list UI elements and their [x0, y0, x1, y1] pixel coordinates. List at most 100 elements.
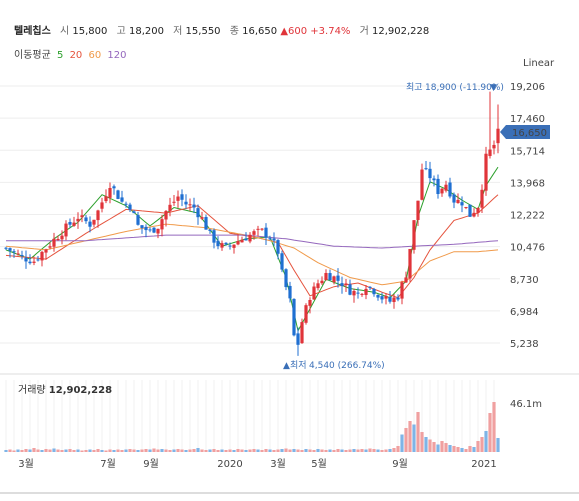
- candle-body: [260, 228, 264, 230]
- candle-body: [212, 230, 216, 243]
- candle-body: [24, 257, 28, 262]
- x-tick-label: 3월: [18, 458, 34, 470]
- close-label: 종: [229, 26, 239, 37]
- volume-bar: [460, 448, 464, 452]
- candle-body: [136, 215, 140, 225]
- volume-bar: [376, 449, 380, 452]
- candle-body: [496, 128, 500, 144]
- volume-bar: [212, 449, 216, 452]
- open-value: 15,800: [72, 26, 108, 37]
- candle-body: [112, 186, 116, 189]
- volume-bar: [328, 449, 332, 452]
- volume-bar: [104, 450, 108, 452]
- y-tick-label: 17,460: [510, 114, 545, 125]
- volume-bar: [372, 449, 376, 452]
- candle-body: [88, 221, 92, 227]
- stock-name: 텔레칩스: [14, 26, 51, 37]
- candle-body: [224, 242, 228, 245]
- candles: [4, 91, 500, 356]
- volume-bar: [208, 449, 212, 452]
- volume-bar: [424, 437, 428, 452]
- ma-120[interactable]: 120: [107, 50, 127, 61]
- x-axis: 3월 7월 9월 2020 3월 5월 9월 2021: [18, 458, 497, 470]
- candle-body: [432, 178, 436, 181]
- volume-bar: [224, 450, 228, 452]
- candle-body: [416, 200, 420, 220]
- candle-body: [228, 245, 232, 247]
- scale-mode-toggle[interactable]: Linear: [523, 58, 555, 69]
- candle-body: [188, 204, 192, 206]
- volume-bar: [216, 450, 220, 452]
- volume-bar: [416, 412, 420, 452]
- volume-bar: [448, 445, 452, 452]
- current-price-tag: 16,650: [500, 125, 550, 139]
- min-annotation-label: 최저: [290, 360, 307, 371]
- candle-body: [488, 149, 492, 156]
- candle-body: [124, 203, 128, 205]
- candle-body: [276, 240, 280, 254]
- volume-bar: [300, 450, 304, 452]
- volume-bar: [412, 424, 416, 452]
- volume-bar: [344, 450, 348, 452]
- volume-bar: [244, 450, 248, 452]
- volume-bar: [436, 444, 440, 452]
- volume-bar: [332, 450, 336, 452]
- volume-bar: [52, 448, 56, 452]
- volume-bar: [180, 449, 184, 452]
- candle-body: [376, 294, 380, 298]
- volume-bar: [176, 449, 180, 452]
- candle-body: [336, 275, 340, 281]
- volume-bar: [380, 450, 384, 452]
- volume-bar: [496, 438, 500, 452]
- ma-5[interactable]: 5: [57, 50, 64, 61]
- volume-bar: [476, 441, 480, 452]
- moving-average-lines: [5, 166, 499, 333]
- volume-bar: [128, 449, 132, 452]
- change-value: ▲600: [280, 26, 308, 37]
- volume-bar: [60, 450, 64, 452]
- candle-body: [468, 204, 472, 217]
- low-label: 저: [173, 26, 183, 37]
- volume-bar: [144, 449, 148, 452]
- candle-body: [420, 169, 424, 200]
- y-tick-label: 6,984: [510, 307, 539, 318]
- x-tick-label: 2020: [217, 459, 242, 470]
- volume-bar: [108, 449, 112, 452]
- x-tick-label: 9월: [392, 458, 408, 470]
- volume-bar: [72, 450, 76, 452]
- volume-bar: [80, 450, 84, 452]
- candle-body: [480, 189, 484, 208]
- change-percent: +3.74%: [310, 26, 351, 37]
- volume-bar: [44, 449, 48, 452]
- x-tick-label: 3월: [270, 458, 286, 470]
- volume-bar: [164, 449, 168, 452]
- volume-bar: [316, 449, 320, 452]
- candle-body: [104, 196, 108, 202]
- grid: [0, 85, 500, 452]
- volume-bar: [400, 434, 404, 452]
- candle-body: [400, 282, 404, 299]
- volume-bar: [68, 449, 72, 452]
- volume-bar: [480, 437, 484, 452]
- candle-body: [176, 196, 180, 201]
- volume-bar: [4, 450, 8, 452]
- candle-body: [96, 210, 100, 221]
- volume-bar: [488, 413, 492, 452]
- volume-panel-title: 거래량 12,902,228: [18, 381, 112, 396]
- candle-body: [308, 299, 312, 306]
- x-tick-label: 2021: [471, 459, 496, 470]
- candle-body: [68, 222, 72, 225]
- candle-body: [196, 208, 200, 218]
- volume-bar: [28, 449, 32, 452]
- volume-bar: [8, 449, 12, 452]
- ma-20[interactable]: 20: [69, 50, 83, 61]
- volume-bar: [368, 448, 372, 452]
- volume-bar: [192, 449, 196, 452]
- candle-body: [256, 228, 260, 230]
- candle-body: [20, 255, 24, 257]
- candle-body: [164, 210, 168, 220]
- ma-60[interactable]: 60: [88, 50, 102, 61]
- candle-body: [384, 295, 388, 299]
- volume-bar: [392, 448, 396, 452]
- volume-bar: [340, 449, 344, 452]
